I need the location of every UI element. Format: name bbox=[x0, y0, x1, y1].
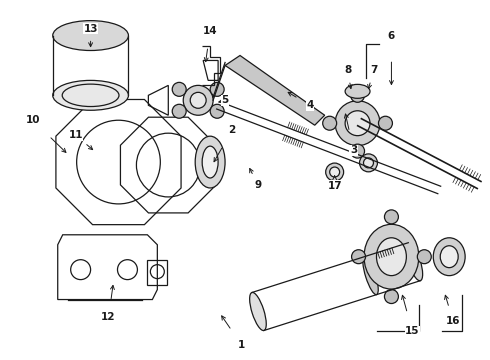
Text: 2: 2 bbox=[228, 125, 236, 135]
Polygon shape bbox=[225, 55, 325, 125]
Text: 17: 17 bbox=[327, 181, 342, 191]
Text: 1: 1 bbox=[238, 340, 245, 350]
Ellipse shape bbox=[417, 250, 431, 264]
Ellipse shape bbox=[385, 289, 398, 303]
Text: 15: 15 bbox=[405, 327, 419, 336]
Circle shape bbox=[210, 82, 224, 96]
Text: 4: 4 bbox=[306, 100, 314, 110]
Ellipse shape bbox=[202, 146, 218, 178]
Text: 11: 11 bbox=[69, 130, 83, 140]
Ellipse shape bbox=[363, 257, 378, 295]
Text: 16: 16 bbox=[446, 316, 461, 327]
Ellipse shape bbox=[352, 250, 366, 264]
Ellipse shape bbox=[433, 238, 465, 276]
Ellipse shape bbox=[440, 246, 458, 268]
Text: 14: 14 bbox=[203, 26, 218, 36]
Ellipse shape bbox=[249, 292, 266, 330]
Ellipse shape bbox=[360, 154, 377, 172]
Ellipse shape bbox=[53, 21, 128, 50]
Ellipse shape bbox=[345, 84, 370, 98]
Ellipse shape bbox=[376, 238, 406, 276]
Circle shape bbox=[210, 104, 224, 118]
Ellipse shape bbox=[364, 158, 373, 168]
Circle shape bbox=[172, 82, 186, 96]
Text: 8: 8 bbox=[344, 66, 351, 76]
Ellipse shape bbox=[345, 111, 370, 136]
Text: 10: 10 bbox=[25, 115, 40, 125]
Ellipse shape bbox=[190, 92, 206, 108]
Ellipse shape bbox=[323, 116, 337, 130]
Ellipse shape bbox=[195, 136, 225, 188]
Ellipse shape bbox=[53, 80, 128, 110]
Ellipse shape bbox=[378, 116, 392, 130]
Ellipse shape bbox=[335, 101, 380, 146]
Ellipse shape bbox=[364, 224, 419, 289]
Ellipse shape bbox=[183, 85, 213, 115]
Ellipse shape bbox=[350, 144, 365, 158]
Ellipse shape bbox=[350, 88, 365, 102]
Text: 13: 13 bbox=[83, 24, 98, 33]
Ellipse shape bbox=[385, 210, 398, 224]
Text: 3: 3 bbox=[350, 145, 357, 155]
Circle shape bbox=[172, 104, 186, 118]
Text: 5: 5 bbox=[221, 95, 229, 105]
Text: 12: 12 bbox=[101, 312, 116, 323]
Text: 9: 9 bbox=[254, 180, 262, 190]
Ellipse shape bbox=[326, 163, 343, 181]
Ellipse shape bbox=[330, 167, 340, 177]
Text: 7: 7 bbox=[370, 66, 377, 76]
Ellipse shape bbox=[406, 243, 423, 281]
Text: 6: 6 bbox=[388, 31, 395, 41]
